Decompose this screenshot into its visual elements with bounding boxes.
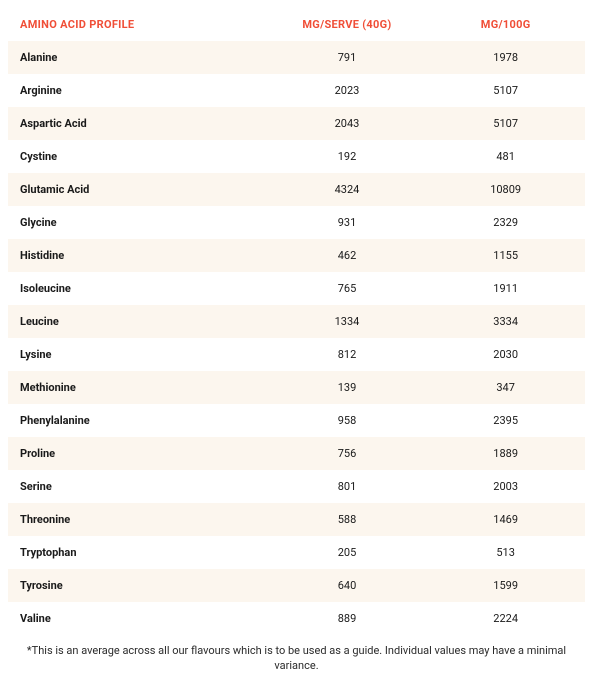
per-serve-value: 1334 [268, 305, 427, 338]
table-row: Histidine4621155 [8, 239, 585, 272]
table-body: Alanine7911978Arginine20235107Aspartic A… [8, 41, 585, 635]
per-serve-value: 958 [268, 404, 427, 437]
table-row: Aspartic Acid20435107 [8, 107, 585, 140]
per-100g-value: 481 [426, 140, 585, 173]
table-row: Cystine192481 [8, 140, 585, 173]
table-row: Proline7561889 [8, 437, 585, 470]
column-header-100g: MG/100G [426, 8, 585, 41]
per-100g-value: 1911 [426, 272, 585, 305]
per-100g-value: 1889 [426, 437, 585, 470]
amino-acid-name: Tyrosine [8, 569, 268, 602]
table-row: Glutamic Acid432410809 [8, 173, 585, 206]
table-row: Leucine13343334 [8, 305, 585, 338]
per-100g-value: 2395 [426, 404, 585, 437]
amino-acid-name: Glutamic Acid [8, 173, 268, 206]
per-serve-value: 2043 [268, 107, 427, 140]
amino-acid-name: Arginine [8, 74, 268, 107]
per-serve-value: 139 [268, 371, 427, 404]
table-row: Tryptophan205513 [8, 536, 585, 569]
per-100g-value: 3334 [426, 305, 585, 338]
table-row: Alanine7911978 [8, 41, 585, 74]
per-100g-value: 347 [426, 371, 585, 404]
column-header-name: AMINO ACID PROFILE [8, 8, 268, 41]
per-100g-value: 1469 [426, 503, 585, 536]
per-100g-value: 1599 [426, 569, 585, 602]
table-row: Isoleucine7651911 [8, 272, 585, 305]
column-header-serve: MG/SERVE (40G) [268, 8, 427, 41]
per-100g-value: 5107 [426, 107, 585, 140]
amino-acid-name: Phenylalanine [8, 404, 268, 437]
per-serve-value: 791 [268, 41, 427, 74]
per-100g-value: 1155 [426, 239, 585, 272]
per-serve-value: 640 [268, 569, 427, 602]
per-serve-value: 931 [268, 206, 427, 239]
table-row: Lysine8122030 [8, 338, 585, 371]
per-100g-value: 10809 [426, 173, 585, 206]
amino-acid-name: Glycine [8, 206, 268, 239]
per-100g-value: 1978 [426, 41, 585, 74]
per-serve-value: 588 [268, 503, 427, 536]
table-row: Tyrosine6401599 [8, 569, 585, 602]
amino-acid-name: Lysine [8, 338, 268, 371]
table-row: Methionine139347 [8, 371, 585, 404]
per-serve-value: 801 [268, 470, 427, 503]
amino-acid-name: Histidine [8, 239, 268, 272]
table-header-row: AMINO ACID PROFILE MG/SERVE (40G) MG/100… [8, 8, 585, 41]
amino-acid-name: Methionine [8, 371, 268, 404]
per-serve-value: 765 [268, 272, 427, 305]
amino-acid-name: Alanine [8, 41, 268, 74]
per-100g-value: 5107 [426, 74, 585, 107]
amino-acid-table: AMINO ACID PROFILE MG/SERVE (40G) MG/100… [8, 8, 585, 635]
amino-acid-name: Leucine [8, 305, 268, 338]
per-100g-value: 2224 [426, 602, 585, 635]
table-row: Glycine9312329 [8, 206, 585, 239]
per-serve-value: 756 [268, 437, 427, 470]
amino-acid-name: Cystine [8, 140, 268, 173]
amino-acid-name: Valine [8, 602, 268, 635]
per-serve-value: 2023 [268, 74, 427, 107]
table-row: Serine8012003 [8, 470, 585, 503]
per-100g-value: 2003 [426, 470, 585, 503]
amino-acid-name: Threonine [8, 503, 268, 536]
per-serve-value: 192 [268, 140, 427, 173]
table-row: Threonine5881469 [8, 503, 585, 536]
per-serve-value: 889 [268, 602, 427, 635]
amino-acid-name: Isoleucine [8, 272, 268, 305]
per-serve-value: 812 [268, 338, 427, 371]
amino-acid-name: Aspartic Acid [8, 107, 268, 140]
per-100g-value: 2030 [426, 338, 585, 371]
per-serve-value: 462 [268, 239, 427, 272]
amino-acid-name: Serine [8, 470, 268, 503]
amino-acid-name: Tryptophan [8, 536, 268, 569]
footnote-text: *This is an average across all our flavo… [8, 635, 585, 678]
amino-acid-name: Proline [8, 437, 268, 470]
table-row: Valine8892224 [8, 602, 585, 635]
per-100g-value: 2329 [426, 206, 585, 239]
table-row: Arginine20235107 [8, 74, 585, 107]
per-serve-value: 205 [268, 536, 427, 569]
per-100g-value: 513 [426, 536, 585, 569]
table-row: Phenylalanine9582395 [8, 404, 585, 437]
per-serve-value: 4324 [268, 173, 427, 206]
